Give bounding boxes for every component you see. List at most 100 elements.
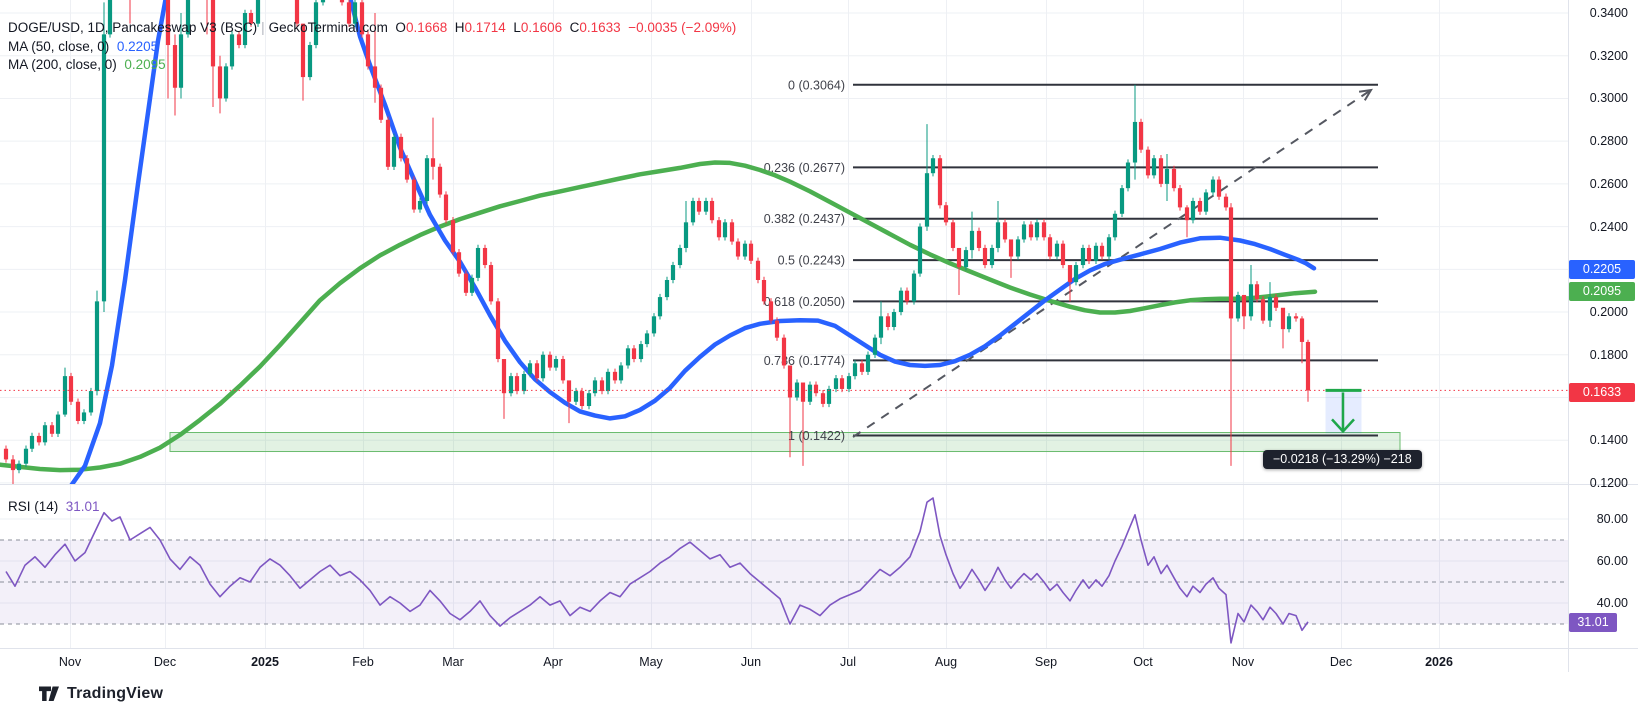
- candle-body: [1073, 265, 1079, 283]
- close-value: 0.1633: [579, 20, 621, 35]
- candle-body: [1086, 247, 1092, 261]
- candle-body: [1021, 224, 1027, 240]
- candle-body: [1080, 247, 1086, 266]
- candle-body: [437, 166, 443, 195]
- tradingview-logo[interactable]: TradingView: [38, 684, 163, 704]
- candle-body: [1028, 224, 1034, 238]
- candle-body: [904, 290, 910, 302]
- fib-level-label: 0.236 (0.2677): [764, 161, 845, 175]
- time-axis-label: Jun: [740, 655, 762, 669]
- candle-body: [878, 316, 884, 338]
- candle-body: [813, 384, 819, 394]
- candle-body: [865, 354, 871, 372]
- candle-body: [924, 173, 930, 227]
- candle-body: [820, 393, 826, 404]
- candle-body: [1273, 297, 1279, 308]
- candle-body: [956, 247, 962, 268]
- fib-level-label: 0.618 (0.2050): [764, 295, 845, 309]
- candle-body: [1047, 237, 1053, 257]
- candle-body: [1112, 213, 1118, 238]
- price-axis-label: 0.3200: [1589, 49, 1628, 63]
- candle-body: [547, 354, 553, 368]
- candle-body: [521, 373, 527, 392]
- candle-body: [625, 348, 631, 366]
- candle-body: [456, 252, 462, 274]
- candle-body: [411, 179, 417, 210]
- fib-level-label: 0.382 (0.2437): [764, 212, 845, 226]
- candle-body: [1177, 188, 1183, 208]
- candle-body: [709, 200, 715, 221]
- ma50-legend[interactable]: MA (50, close, 0) 0.2205: [8, 39, 158, 54]
- candle-body: [911, 273, 917, 302]
- candle-body: [75, 401, 81, 421]
- rsi-line: [5, 497, 1309, 644]
- candle-body: [1280, 307, 1286, 330]
- candle-body: [16, 463, 22, 471]
- open-value: 0.1668: [405, 20, 448, 35]
- candle-body: [774, 320, 780, 338]
- candle-body: [68, 376, 74, 402]
- projection-arrow[interactable]: [1325, 388, 1362, 434]
- candle-body: [768, 301, 774, 321]
- ma200-label: MA (200, close, 0): [8, 57, 117, 72]
- candle-body: [424, 158, 430, 201]
- candle-body: [242, 13, 248, 46]
- symbol-legend[interactable]: DOGE/USD, 1D, Pancakeswap V3 (BSC) | Gecko…: [8, 20, 736, 35]
- time-axis-label: Dec: [1329, 655, 1353, 669]
- candle-body: [210, 0, 216, 67]
- candle-body: [1228, 207, 1234, 319]
- candle-body: [23, 448, 29, 464]
- candle-body: [631, 348, 637, 360]
- change-value: −0.0035 (−2.09%): [628, 20, 737, 35]
- candle-body: [29, 435, 35, 449]
- candle-body: [742, 243, 748, 257]
- candle-body: [185, 0, 191, 35]
- candle-body: [807, 384, 813, 402]
- candle-body: [852, 363, 858, 377]
- candle-body: [217, 66, 223, 99]
- price-axis-label: 0.1400: [1589, 433, 1628, 447]
- candle-body: [1299, 318, 1305, 342]
- price-badge: 0.2095: [1569, 281, 1635, 301]
- candle-body: [508, 376, 514, 394]
- price-axis-label: 40.00: [1596, 596, 1628, 610]
- candle-body: [612, 371, 618, 381]
- candle-body: [385, 119, 391, 167]
- high-value: 0.1714: [464, 20, 506, 35]
- close-label: C: [569, 20, 580, 35]
- price-axis-label: 0.1200: [1589, 476, 1628, 490]
- candle-body: [969, 230, 975, 251]
- candle-body: [1184, 207, 1190, 221]
- candle-body: [1216, 179, 1222, 197]
- projection-arrowhead: [1331, 418, 1355, 434]
- fib-retracement[interactable]: 0 (0.3064) 0.236 (0.2677) 0.382 (0.2437) 0.…: [764, 78, 1378, 443]
- candle-body: [716, 220, 722, 238]
- candle-body: [976, 230, 982, 248]
- candle-body: [1138, 121, 1144, 150]
- candle-body: [599, 380, 605, 392]
- candle-body: [372, 66, 378, 88]
- candle-body: [898, 290, 904, 313]
- candle-body: [352, 2, 358, 24]
- candle-body: [787, 365, 793, 398]
- price-axis-label: 0.2800: [1589, 134, 1628, 148]
- candle-body: [839, 378, 845, 389]
- candle-body: [657, 297, 663, 317]
- candle-body: [605, 371, 611, 392]
- ma200-legend[interactable]: MA (200, close, 0) 0.2095: [8, 57, 166, 72]
- candle-body: [49, 425, 55, 434]
- candle-body: [398, 136, 404, 159]
- candle-body: [178, 34, 184, 88]
- candle-body: [553, 359, 559, 368]
- candle-body: [320, 0, 326, 3]
- candle-body: [560, 359, 566, 381]
- candle-body: [573, 391, 579, 402]
- ma50-value: 0.2205: [116, 39, 159, 54]
- time-axis-label: Mar: [442, 655, 464, 669]
- candle-body: [1210, 179, 1216, 193]
- candle-body: [463, 273, 469, 293]
- rsi-value: 31.01: [65, 499, 100, 514]
- time-axis-label: Dec: [153, 655, 177, 669]
- rsi-legend[interactable]: RSI (14) 31.01: [8, 499, 100, 514]
